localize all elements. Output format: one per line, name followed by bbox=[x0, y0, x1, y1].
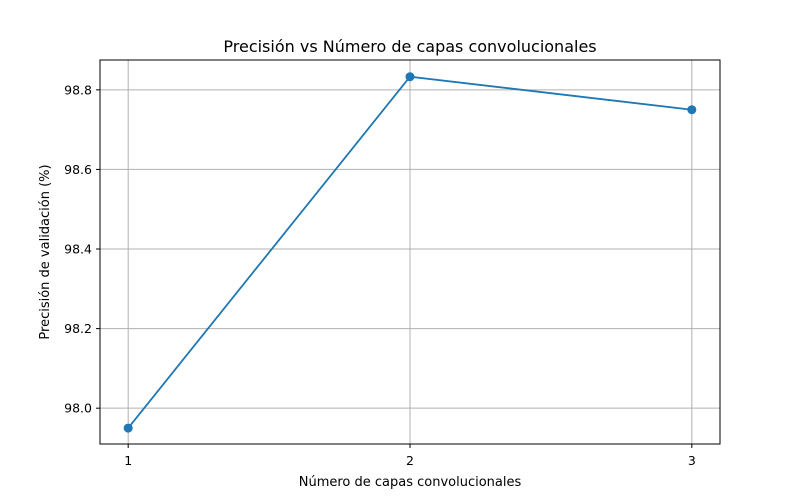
y-tick-label: 98.4 bbox=[64, 242, 92, 257]
grid bbox=[100, 60, 720, 444]
x-tick-label: 2 bbox=[406, 453, 414, 468]
x-tick-label: 1 bbox=[124, 453, 132, 468]
data-point bbox=[123, 423, 133, 433]
data-point bbox=[687, 105, 697, 115]
axis-ticks: 1 2 3 98.0 98.2 98.4 98.6 98.8 bbox=[64, 82, 696, 468]
data-point bbox=[405, 72, 415, 82]
chart-title: Precisión vs Número de capas convolucion… bbox=[223, 37, 596, 56]
plot-area bbox=[123, 72, 697, 433]
y-tick-label: 98.8 bbox=[64, 82, 92, 97]
x-tick-label: 3 bbox=[688, 453, 696, 468]
x-axis-label: Número de capas convolucionales bbox=[299, 475, 522, 490]
y-tick-label: 98.0 bbox=[64, 401, 92, 416]
axes-frame bbox=[99, 59, 721, 445]
y-tick-label: 98.2 bbox=[64, 321, 92, 336]
y-axis-label: Precisión de validación (%) bbox=[38, 164, 53, 339]
y-tick-label: 98.6 bbox=[64, 162, 92, 177]
